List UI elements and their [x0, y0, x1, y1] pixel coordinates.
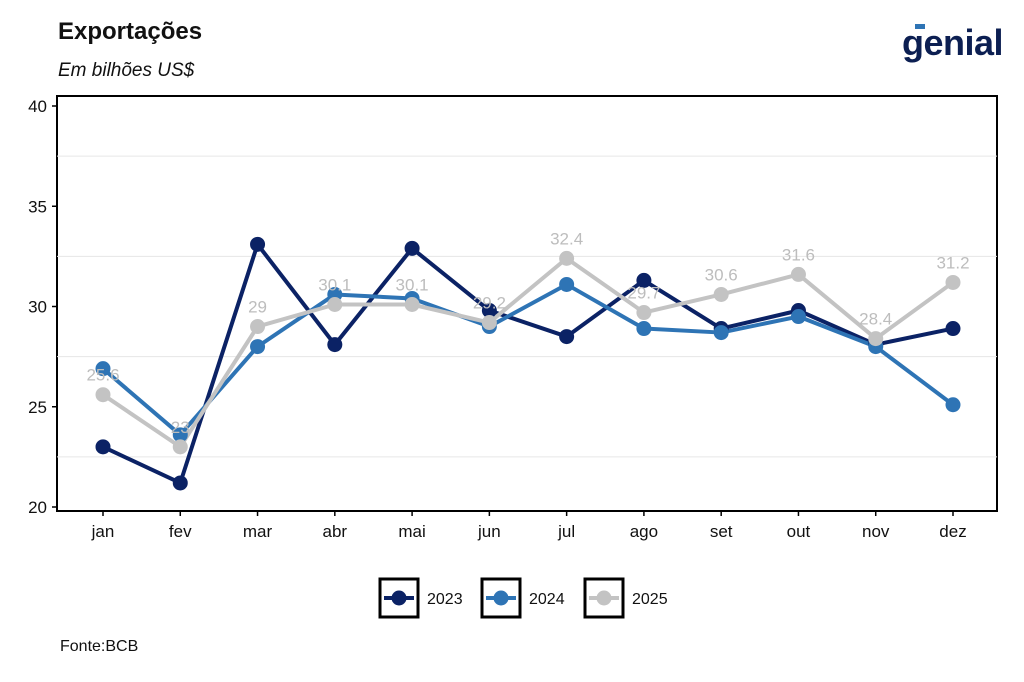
y-tick-label: 40 — [28, 97, 47, 116]
genial-logo: genial — [902, 22, 1004, 63]
legend-marker-2023 — [391, 590, 407, 606]
chart-subtitle: Em bilhões US$ — [58, 60, 195, 81]
data-label-2025: 28.4 — [859, 310, 892, 329]
data-label-2025: 32.4 — [550, 229, 583, 248]
data-label-2025: 29.2 — [473, 294, 506, 313]
data-point-2025 — [868, 331, 884, 347]
legend-label-2024: 2024 — [529, 591, 565, 608]
data-point-2023 — [945, 321, 961, 337]
y-tick-label: 35 — [28, 197, 47, 216]
x-tick-label: set — [710, 522, 733, 541]
data-label-2025: 29 — [248, 298, 267, 317]
data-label-2025: 25.6 — [86, 366, 119, 385]
logo-accent-mark — [915, 24, 925, 29]
data-point-2025 — [945, 274, 961, 290]
legend-label-2025: 2025 — [632, 591, 668, 608]
legend-marker-2025 — [596, 590, 612, 606]
data-label-2025: 31.6 — [782, 245, 815, 264]
data-point-2023 — [559, 329, 575, 345]
series-line-2025 — [101, 256, 955, 449]
data-point-2025 — [250, 319, 266, 335]
x-tick-label: jan — [91, 522, 115, 541]
legend-label-2023: 2023 — [427, 591, 463, 608]
data-point-2023 — [95, 439, 111, 455]
data-label-2025: 30.1 — [396, 275, 429, 294]
data-point-2023 — [636, 272, 652, 288]
data-label-2025: 23 — [171, 418, 190, 437]
data-point-2023 — [327, 337, 343, 353]
y-tick-label: 30 — [28, 298, 47, 317]
data-point-2023 — [404, 240, 420, 256]
legend-marker-2024 — [493, 590, 509, 606]
x-tick-label: jun — [477, 522, 501, 541]
data-point-2025 — [95, 387, 111, 403]
data-point-2025 — [172, 439, 188, 455]
data-point-2025 — [481, 315, 497, 331]
x-tick-label: abr — [323, 522, 348, 541]
series-line-2024 — [101, 282, 955, 437]
data-point-2025 — [790, 266, 806, 282]
series-line-2023 — [102, 242, 954, 485]
data-point-2024 — [250, 339, 266, 355]
data-point-2024 — [713, 325, 729, 341]
data-point-2025 — [713, 286, 729, 302]
source-note: Fonte:BCB — [60, 638, 139, 655]
data-label-2025: 31.2 — [936, 253, 969, 272]
data-point-2023 — [250, 236, 266, 252]
data-point-2024 — [95, 361, 111, 377]
data-point-2024 — [559, 276, 575, 292]
x-tick-label: mar — [243, 522, 273, 541]
x-tick-label: fev — [169, 522, 192, 541]
y-tick-label: 25 — [28, 398, 47, 417]
data-point-2023 — [172, 475, 188, 491]
data-label-2025: 30.1 — [318, 275, 351, 294]
data-point-2024 — [636, 321, 652, 337]
data-point-2024 — [790, 309, 806, 325]
data-label-2025: 29.7 — [627, 284, 660, 303]
x-tick-label: nov — [862, 522, 890, 541]
data-point-2025 — [404, 296, 420, 312]
data-point-2023 — [481, 303, 497, 319]
y-tick-label: 20 — [28, 498, 47, 517]
x-tick-label: jul — [557, 522, 575, 541]
x-tick-label: dez — [939, 522, 966, 541]
data-point-2025 — [327, 296, 343, 312]
x-tick-label: out — [787, 522, 811, 541]
data-point-2024 — [172, 427, 188, 443]
x-tick-label: ago — [630, 522, 658, 541]
data-point-2025 — [559, 250, 575, 266]
data-label-2025: 30.6 — [705, 265, 738, 284]
x-tick-label: mai — [398, 522, 425, 541]
data-point-2024 — [945, 397, 961, 413]
data-point-2025 — [636, 305, 652, 321]
plot-panel — [56, 95, 998, 512]
chart-title: Exportações — [58, 18, 203, 45]
